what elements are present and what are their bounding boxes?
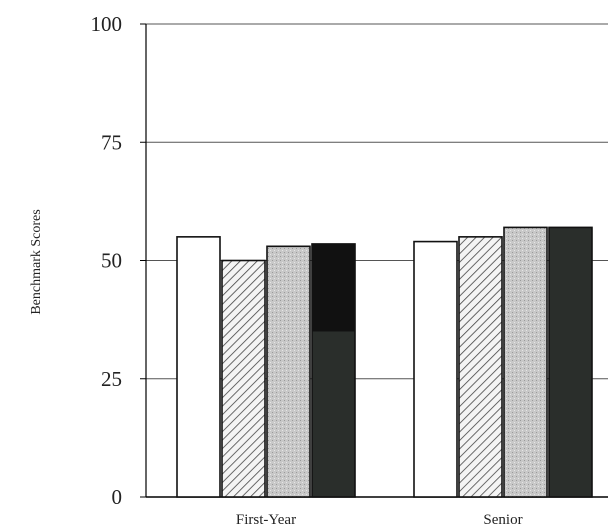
- bar-first-year-series-4-upper-band: [312, 243, 355, 332]
- category-label-senior: Senior: [483, 512, 522, 528]
- y-tick-labels: 0 25 50 75 100: [91, 12, 123, 509]
- bar-first-year-series-2: [221, 259, 266, 498]
- bar-first-year-series-1: [176, 236, 221, 498]
- y-tick-label-25: 25: [101, 367, 122, 391]
- y-tick-label-0: 0: [112, 485, 123, 509]
- y-tick-label-100: 100: [91, 12, 123, 36]
- y-tick-label-50: 50: [101, 249, 122, 273]
- y-axis-label: Benchmark Scores: [29, 209, 44, 314]
- y-tick-label-75: 75: [101, 130, 122, 154]
- bar-senior-series-1: [413, 240, 458, 498]
- bars: [176, 226, 593, 498]
- category-labels: First-Year Senior: [236, 512, 523, 528]
- bar-senior-series-2: [458, 236, 503, 498]
- bar-senior-series-3: [503, 226, 548, 498]
- bar-senior-series-4: [548, 226, 593, 498]
- category-label-first-year: First-Year: [236, 512, 296, 528]
- bar-first-year-series-3: [266, 245, 311, 498]
